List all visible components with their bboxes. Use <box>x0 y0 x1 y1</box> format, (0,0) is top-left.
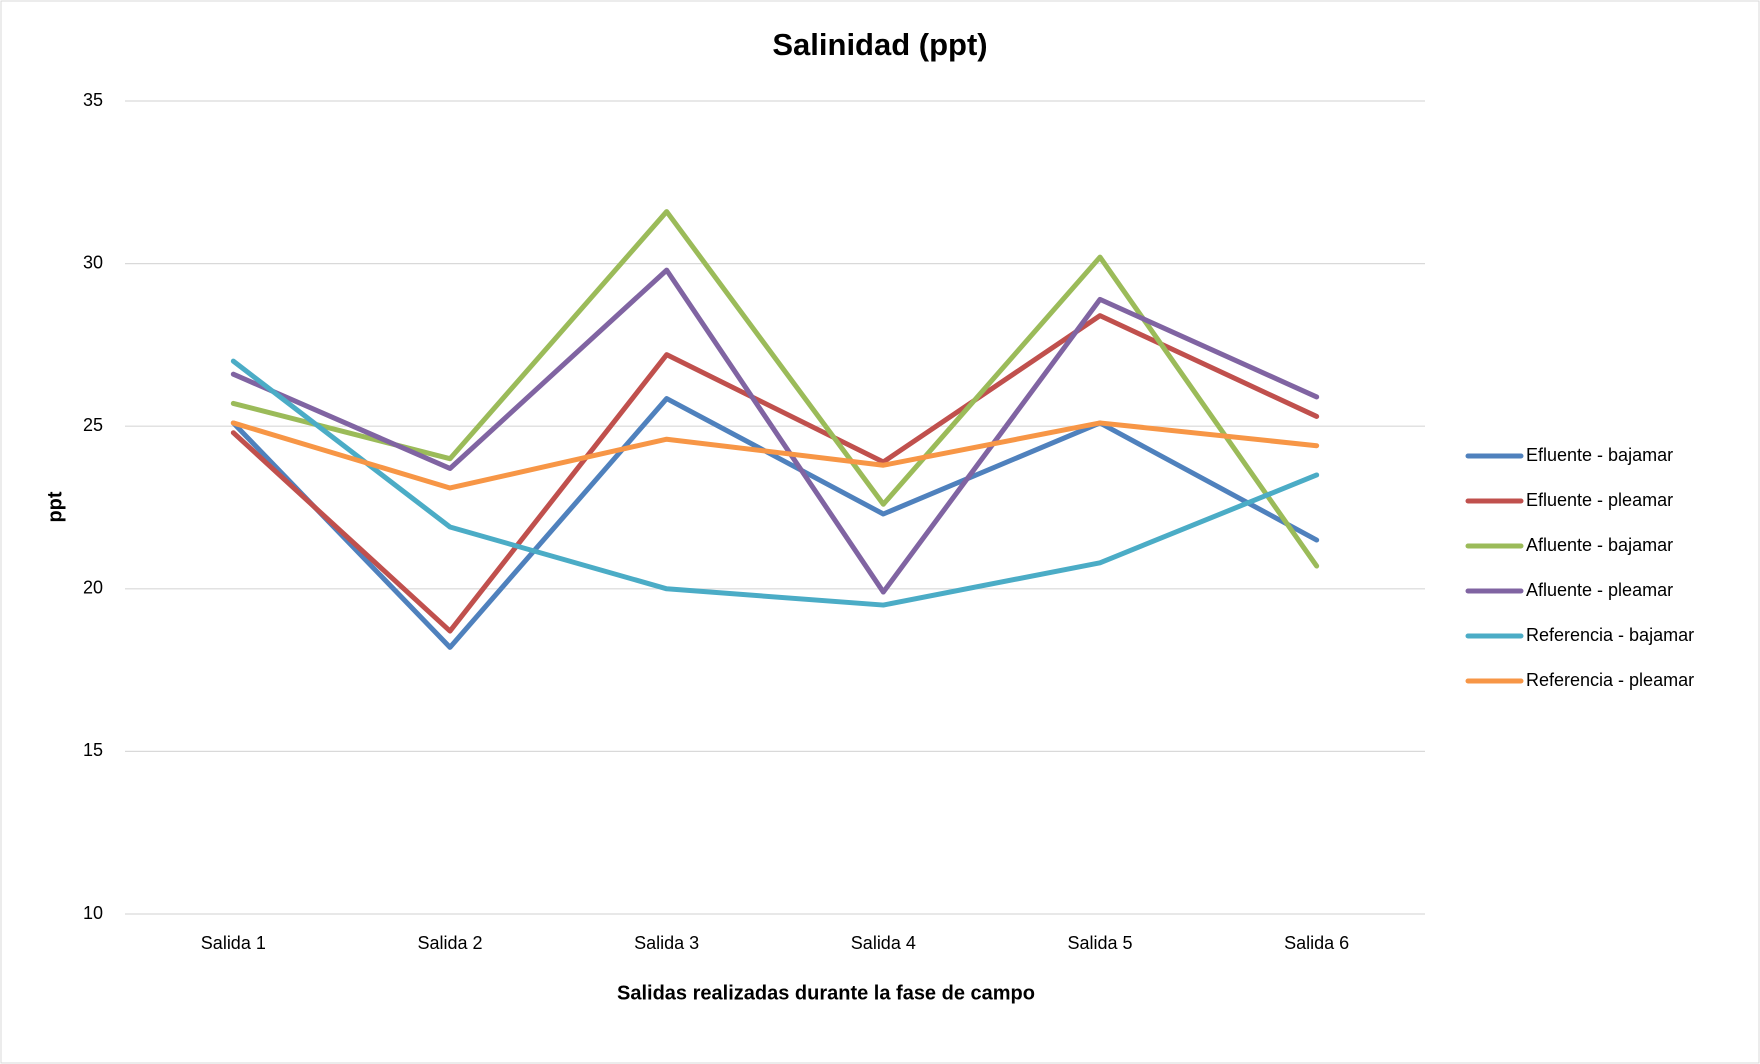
legend-label: Afluente - pleamar <box>1526 580 1673 600</box>
series-line <box>230 209 1320 569</box>
y-tick-label: 25 <box>83 415 103 435</box>
y-tick-label: 20 <box>83 578 103 598</box>
x-tick-label: Salida 3 <box>634 933 699 953</box>
series-line <box>230 358 1320 608</box>
x-tick-label: Salida 1 <box>201 933 266 953</box>
y-tick-label: 10 <box>83 903 103 923</box>
y-tick-label: 15 <box>83 740 103 760</box>
x-tick-label: Salida 4 <box>851 933 916 953</box>
x-tick-label: Salida 5 <box>1067 933 1132 953</box>
chart-title: Salinidad (ppt) <box>772 27 987 62</box>
x-tick-label: Salida 2 <box>417 933 482 953</box>
legend-label: Efluente - bajamar <box>1526 445 1673 465</box>
legend-label: Afluente - bajamar <box>1526 535 1673 555</box>
series-line <box>230 420 1320 491</box>
legend-label: Efluente - pleamar <box>1526 490 1673 510</box>
y-axis-title: ppt <box>44 491 66 522</box>
series-line <box>230 267 1320 595</box>
legend-label: Referencia - bajamar <box>1526 625 1694 645</box>
series-line <box>230 313 1320 634</box>
y-tick-label: 30 <box>83 252 103 272</box>
legend-label: Referencia - pleamar <box>1526 670 1694 690</box>
y-tick-label: 35 <box>83 90 103 110</box>
x-tick-label: Salida 6 <box>1284 933 1349 953</box>
x-axis-title: Salidas realizadas durante la fase de ca… <box>617 982 1035 1004</box>
series-line <box>230 396 1320 650</box>
